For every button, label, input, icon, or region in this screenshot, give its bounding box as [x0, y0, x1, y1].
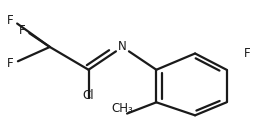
- Text: N: N: [118, 40, 127, 53]
- Text: Cl: Cl: [83, 89, 94, 102]
- Text: F: F: [7, 14, 14, 27]
- Text: CH₃: CH₃: [112, 102, 133, 115]
- Text: F: F: [19, 24, 26, 37]
- Text: F: F: [243, 47, 250, 60]
- Text: F: F: [7, 57, 14, 70]
